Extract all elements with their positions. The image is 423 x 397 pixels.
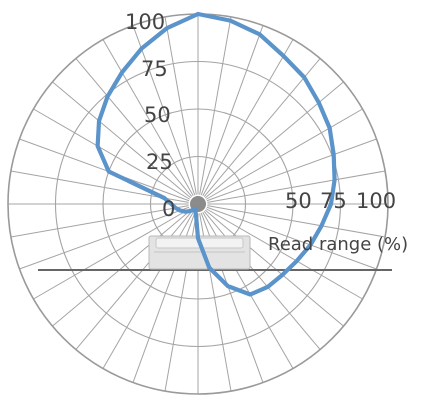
side-tick-label-75: 75: [320, 189, 347, 213]
spoke-310: [52, 81, 192, 199]
spoke-130: [204, 209, 344, 327]
radial-tick-label-100: 100: [125, 10, 165, 34]
labels-group: 0 25 50 75 100 50 75 100 Read range (%): [125, 10, 408, 255]
side-tick-label-100: 100: [356, 189, 396, 213]
reader-device: [148, 235, 251, 270]
spoke-100: [207, 205, 386, 238]
series-group: [95, 11, 337, 297]
spoke-30: [202, 39, 294, 197]
spoke-120: [205, 208, 363, 300]
radial-tick-label-25: 25: [146, 150, 173, 174]
spoke-250: [19, 206, 190, 270]
radial-tick-label-75: 75: [141, 57, 168, 81]
ring-50: [102, 108, 294, 300]
spoke-240: [33, 208, 191, 300]
spoke-110: [206, 206, 377, 270]
spoke-60: [205, 108, 363, 200]
spoke-350: [164, 16, 197, 195]
read-range-label: Read range (%): [268, 234, 408, 255]
spoke-260: [10, 205, 189, 238]
radial-tick-label-50: 50: [144, 103, 171, 127]
spoke-20: [200, 25, 264, 196]
ring-75: [54, 60, 342, 348]
spoke-40: [203, 58, 321, 198]
spoke-340: [132, 25, 196, 196]
spoke-220: [75, 210, 193, 350]
spoke-290: [19, 138, 190, 202]
spoke-140: [203, 210, 321, 350]
radial-tick-label-0: 0: [162, 197, 175, 221]
spoke-230: [52, 209, 192, 327]
spoke-330: [102, 39, 194, 197]
spoke-80: [207, 170, 386, 203]
spoke-320: [75, 58, 193, 198]
side-tick-label-50: 50: [285, 189, 312, 213]
spoke-10: [199, 16, 232, 195]
spoke-70: [206, 138, 377, 202]
spoke-50: [204, 81, 344, 199]
spoke-300: [33, 108, 191, 200]
